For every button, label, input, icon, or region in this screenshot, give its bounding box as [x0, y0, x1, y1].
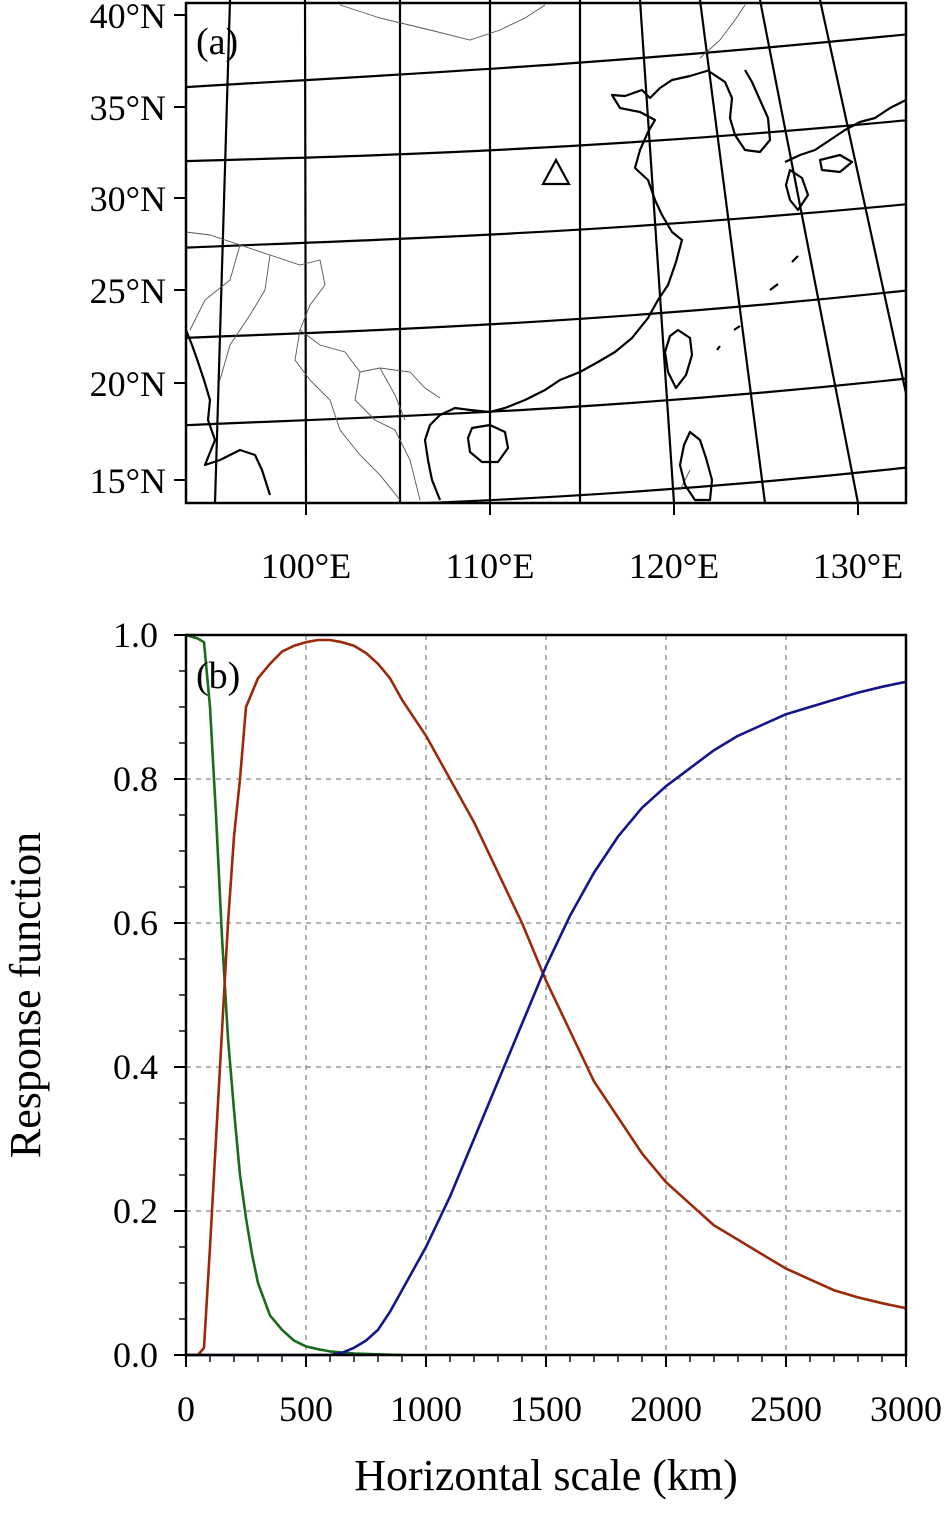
- longitude-line: [213, 0, 232, 503]
- y-tick-label: 0.0: [113, 1335, 158, 1375]
- y-tick-label: 0.8: [113, 759, 158, 799]
- latitude-labels: 40°N 35°N 30°N 25°N 20°N 15°N: [90, 0, 186, 501]
- lon-label: 110°E: [445, 546, 534, 586]
- latitude-line: [186, 119, 906, 163]
- taiwan-coastline: [663, 328, 694, 390]
- coastlines: [186, 68, 906, 502]
- longitude-line: [818, 0, 906, 399]
- border-line: [294, 329, 401, 501]
- border-line: [699, 4, 746, 59]
- x-tick-label: 1000: [390, 1389, 462, 1429]
- x-tick-label: 2000: [630, 1389, 702, 1429]
- luzon-coastline: [678, 430, 714, 502]
- x-axis-title: Horizontal scale (km): [354, 1451, 738, 1500]
- lat-label: 20°N: [90, 364, 166, 404]
- shikoku-coastline: [818, 153, 854, 174]
- longitude-gridlines: [213, 0, 906, 503]
- kyushu-coastline: [784, 168, 810, 212]
- country-borders: [186, 4, 746, 501]
- y-axis-title: Response function: [1, 832, 50, 1158]
- series-line-3: [186, 680, 907, 1357]
- japan-coastline: [784, 99, 906, 163]
- lat-label: 40°N: [90, 0, 166, 36]
- lon-label: 130°E: [813, 546, 903, 586]
- chart-grid: [186, 635, 906, 1355]
- chart-minor-ticks: [179, 670, 883, 1362]
- border-line: [189, 244, 241, 331]
- longitude-labels: 100°E 110°E 120°E 130°E: [261, 503, 903, 586]
- x-tick-label: 1500: [510, 1389, 582, 1429]
- latitude-line: [400, 466, 906, 503]
- map-frame: [184, 1, 908, 505]
- series-line-2: [186, 638, 907, 1357]
- latitude-line: [186, 33, 906, 89]
- china-coastline: [423, 68, 711, 501]
- longitude-line: [758, 0, 860, 503]
- x-tick-label: 2500: [750, 1389, 822, 1429]
- y-tick-label: 0.2: [113, 1191, 158, 1231]
- border-line: [379, 367, 406, 421]
- korea-coastline: [709, 69, 772, 154]
- y-tick-label: 0.6: [113, 903, 158, 943]
- chart-panel: 0 500 1000 1500 2000 2500 3000 0.0 0.2 0.4 0.6 0.8…: [1, 615, 942, 1500]
- border-line: [219, 254, 271, 381]
- lat-label: 25°N: [90, 271, 166, 311]
- map-content: [186, 0, 906, 503]
- longitude-line: [303, 0, 308, 503]
- lon-label: 120°E: [629, 546, 719, 586]
- border-line: [339, 4, 546, 41]
- border-line: [299, 329, 441, 399]
- hainan-coastline: [466, 423, 510, 464]
- lat-label: 15°N: [90, 461, 166, 501]
- longitude-line: [638, 0, 676, 503]
- border-line: [679, 469, 691, 491]
- chart-series-group: [185, 633, 907, 1357]
- border-line: [354, 371, 421, 501]
- panel-a-label: (a): [196, 21, 238, 63]
- lat-label: 30°N: [90, 179, 166, 219]
- x-tick-label: 500: [279, 1389, 333, 1429]
- x-tick-label: 0: [177, 1389, 195, 1429]
- x-tick-label: 3000: [870, 1389, 942, 1429]
- station-triangle-icon: [541, 157, 571, 186]
- map-panel: 40°N 35°N 30°N 25°N 20°N 15°N 100°E 110°…: [90, 0, 908, 586]
- series-line-1: [185, 633, 403, 1357]
- latitude-line: [186, 377, 906, 427]
- longitude-line: [698, 0, 767, 503]
- y-tick-label: 1.0: [113, 615, 158, 655]
- myanmar-coastline: [186, 329, 272, 496]
- chart-ticks: [174, 634, 907, 1367]
- y-tick-label: 0.4: [113, 1047, 158, 1087]
- lon-label: 100°E: [261, 546, 351, 586]
- y-tick-labels: 0.0 0.2 0.4 0.6 0.8 1.0: [113, 615, 158, 1375]
- border-line: [186, 231, 326, 331]
- x-tick-labels: 0 500 1000 1500 2000 2500 3000: [177, 1389, 942, 1429]
- latitude-line: [186, 289, 906, 339]
- lat-label: 35°N: [90, 88, 166, 128]
- ryukyu-islands: [716, 255, 799, 351]
- panel-b-label: (b): [196, 655, 240, 697]
